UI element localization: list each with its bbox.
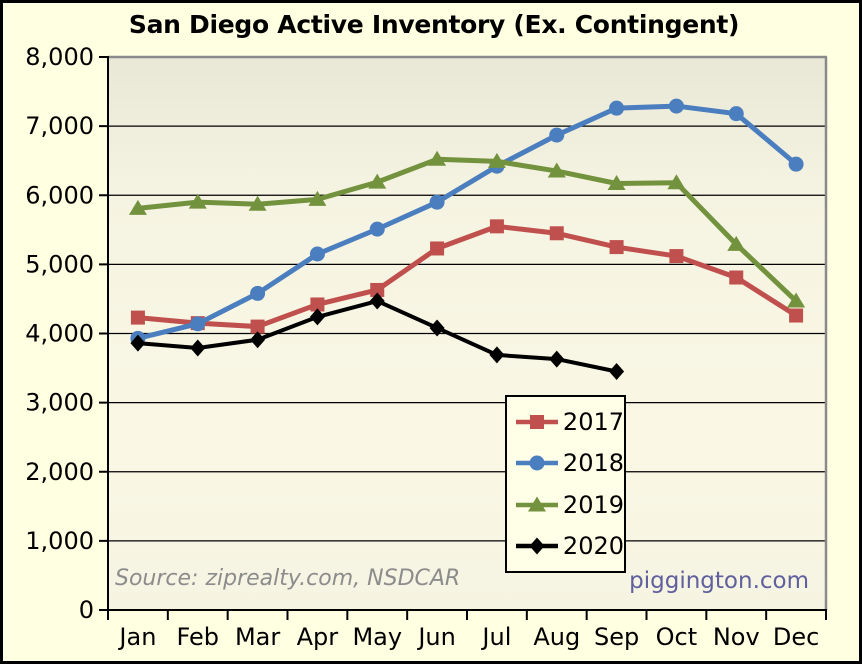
x-axis-label: Feb <box>177 623 220 651</box>
diamond-marker <box>250 331 266 349</box>
y-axis-label: 6,000 <box>25 181 94 209</box>
square-marker <box>609 240 624 255</box>
legend-item-2020: 2020 <box>515 532 624 560</box>
x-axis-label: Sep <box>594 623 639 651</box>
square-marker <box>370 282 385 297</box>
circle-marker <box>549 127 565 143</box>
diamond-marker <box>369 292 385 310</box>
triangle-marker <box>308 190 327 206</box>
square-marker <box>729 270 744 285</box>
legend-item-2018: 2018 <box>515 449 624 477</box>
circle-legend-swatch <box>516 455 558 471</box>
source-note: Source: ziprealty.com, NSDCAR <box>115 566 461 591</box>
y-axis-label: 5,000 <box>25 250 94 278</box>
x-axis-label: Apr <box>297 623 339 651</box>
gridlines <box>108 125 826 542</box>
triangle-marker <box>727 235 746 251</box>
diamond-marker <box>609 363 625 381</box>
circle-marker <box>529 455 545 471</box>
triangle-marker <box>787 292 806 308</box>
circle-marker <box>788 156 804 172</box>
triangle-marker <box>667 174 686 190</box>
square-marker <box>430 241 445 256</box>
triangle-marker <box>487 152 506 168</box>
tick-marks <box>99 56 827 620</box>
triangle-marker <box>428 150 447 166</box>
circle-marker <box>609 100 625 116</box>
y-axis-label: 0 <box>79 596 94 624</box>
square-marker <box>489 219 504 234</box>
circle-marker <box>369 221 385 237</box>
x-axis-label: Jun <box>416 623 456 651</box>
square-marker <box>130 310 145 325</box>
circle-marker <box>668 98 684 114</box>
square-legend-swatch <box>516 414 558 429</box>
diamond-marker <box>309 308 325 326</box>
y-axis-label: 3,000 <box>25 389 94 417</box>
square-marker <box>530 414 544 429</box>
square-marker <box>789 308 804 323</box>
x-axis-label: Dec <box>773 623 819 651</box>
watermark-link[interactable]: piggington.com <box>629 568 809 594</box>
legend-item-2017: 2017 <box>515 408 624 436</box>
x-axis-label: Nov <box>713 623 760 651</box>
triangle-marker <box>607 174 626 190</box>
x-axis-label: May <box>352 623 402 651</box>
x-axis-label: Aug <box>533 623 580 651</box>
series-2017 <box>130 219 804 334</box>
triangle-marker <box>528 496 546 512</box>
diamond-marker <box>529 537 545 555</box>
chart-plot-area: 0 1,000 2,000 3,000 4,000 5,000 6,000 7,000 8,00… <box>25 43 828 651</box>
circle-marker <box>728 106 744 122</box>
y-axis-label: 1,000 <box>25 527 94 555</box>
square-marker <box>250 319 265 334</box>
diamond-marker <box>549 350 565 368</box>
x-axis-label: Jul <box>480 623 511 651</box>
legend-item-2019: 2019 <box>515 491 624 519</box>
circle-marker <box>309 246 325 262</box>
circle-marker <box>190 316 206 332</box>
y-axis-label: 7,000 <box>25 112 94 140</box>
diamond-marker <box>429 319 445 337</box>
circle-marker <box>429 194 445 210</box>
square-marker <box>669 249 684 264</box>
legend: 2017 2018 2019 2020 <box>505 395 626 573</box>
chart-title: San Diego Active Inventory (Ex. Continge… <box>128 10 740 39</box>
x-axis-label: Oct <box>656 623 698 651</box>
y-axis-label: 2,000 <box>25 458 94 486</box>
diamond-legend-swatch <box>516 537 558 555</box>
square-marker <box>310 297 325 312</box>
diamond-marker <box>190 339 206 357</box>
triangle-legend-swatch <box>516 496 558 512</box>
x-axis-label: Jan <box>117 623 156 651</box>
triangle-marker <box>248 195 267 211</box>
triangle-marker <box>547 162 566 178</box>
legend-label: 2018 <box>562 449 624 478</box>
y-axis-label: 8,000 <box>25 43 94 71</box>
square-marker <box>549 226 564 241</box>
y-axis-label: 4,000 <box>25 320 94 348</box>
legend-label: 2017 <box>562 407 624 436</box>
triangle-marker <box>128 199 147 215</box>
diamond-marker <box>130 334 146 352</box>
series-2019 <box>128 150 806 308</box>
series-line-2019 <box>135 156 799 304</box>
triangle-marker <box>188 193 207 209</box>
triangle-marker <box>368 173 387 189</box>
circle-marker <box>250 285 266 301</box>
legend-label: 2020 <box>562 532 624 561</box>
series-2020 <box>130 292 625 381</box>
plot-border-shadow <box>108 55 828 610</box>
legend-label: 2019 <box>562 490 624 519</box>
x-axis-label: Mar <box>235 623 280 651</box>
series-line-2018 <box>135 103 799 341</box>
diamond-marker <box>489 346 505 364</box>
series-line-2017 <box>135 223 799 330</box>
